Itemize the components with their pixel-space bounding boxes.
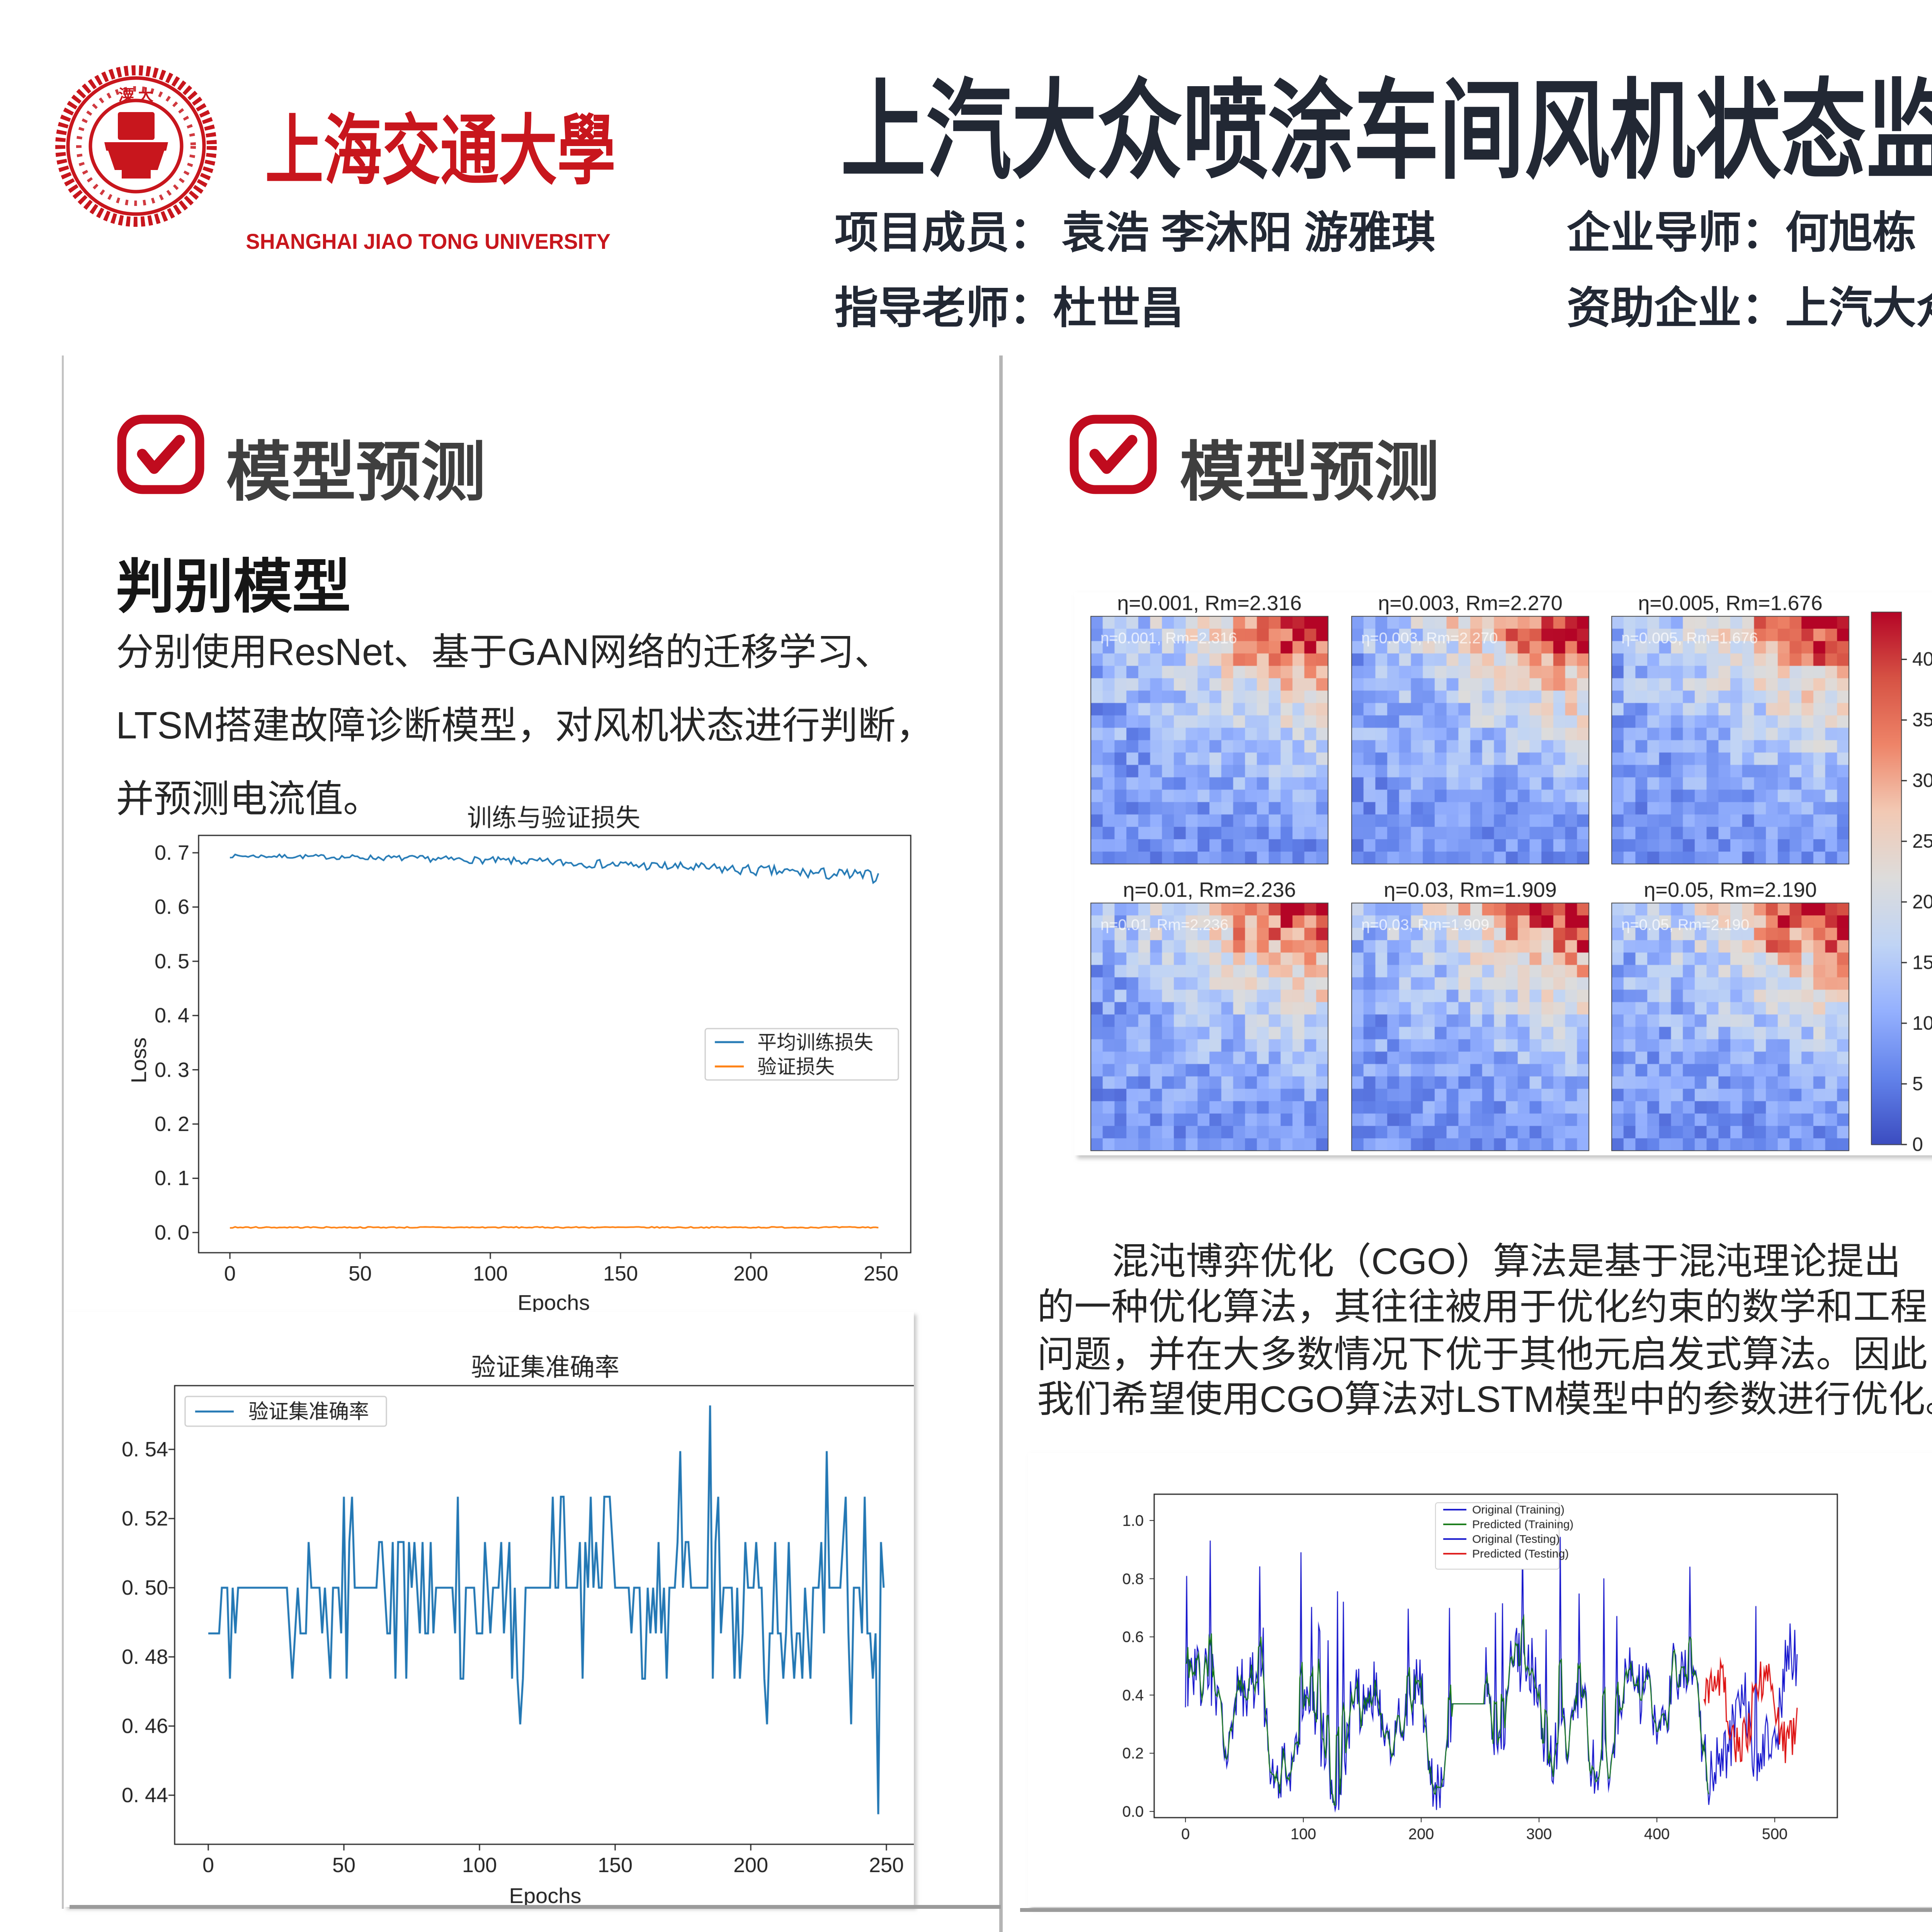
svg-text:潥 大: 潥 大	[118, 87, 153, 104]
